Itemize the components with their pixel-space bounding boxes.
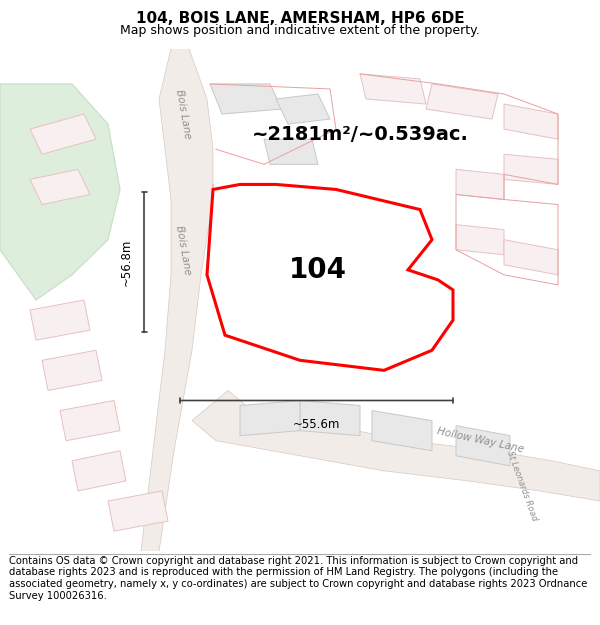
Polygon shape: [249, 229, 300, 275]
Polygon shape: [456, 224, 504, 255]
Text: 104, BOIS LANE, AMERSHAM, HP6 6DE: 104, BOIS LANE, AMERSHAM, HP6 6DE: [136, 11, 464, 26]
Polygon shape: [30, 169, 90, 204]
Polygon shape: [141, 49, 213, 551]
Text: ~56.8m: ~56.8m: [120, 239, 133, 286]
Text: ~55.6m: ~55.6m: [293, 418, 340, 431]
Polygon shape: [0, 84, 120, 300]
Text: 104: 104: [289, 256, 347, 284]
Polygon shape: [72, 451, 126, 491]
Polygon shape: [504, 154, 558, 184]
Text: Bois Lane: Bois Lane: [174, 224, 192, 275]
Polygon shape: [207, 184, 453, 371]
Text: Map shows position and indicative extent of the property.: Map shows position and indicative extent…: [120, 24, 480, 36]
Polygon shape: [360, 74, 426, 104]
Polygon shape: [108, 491, 168, 531]
Polygon shape: [42, 350, 102, 391]
Polygon shape: [426, 84, 498, 119]
Polygon shape: [192, 391, 600, 501]
Polygon shape: [300, 401, 360, 436]
Polygon shape: [372, 411, 432, 451]
Polygon shape: [30, 300, 90, 340]
Polygon shape: [276, 94, 330, 124]
Polygon shape: [30, 114, 96, 154]
Polygon shape: [504, 240, 558, 275]
Text: St Leonards Road: St Leonards Road: [505, 449, 539, 522]
Polygon shape: [456, 426, 510, 466]
Polygon shape: [264, 139, 318, 164]
Text: ~2181m²/~0.539ac.: ~2181m²/~0.539ac.: [252, 124, 469, 144]
Polygon shape: [210, 84, 282, 114]
Polygon shape: [240, 401, 300, 436]
Polygon shape: [504, 104, 558, 139]
Text: Contains OS data © Crown copyright and database right 2021. This information is : Contains OS data © Crown copyright and d…: [9, 556, 587, 601]
Text: Hollow Way Lane: Hollow Way Lane: [436, 427, 524, 455]
Polygon shape: [60, 401, 120, 441]
Text: Bois Lane: Bois Lane: [174, 89, 192, 139]
Polygon shape: [456, 169, 504, 199]
